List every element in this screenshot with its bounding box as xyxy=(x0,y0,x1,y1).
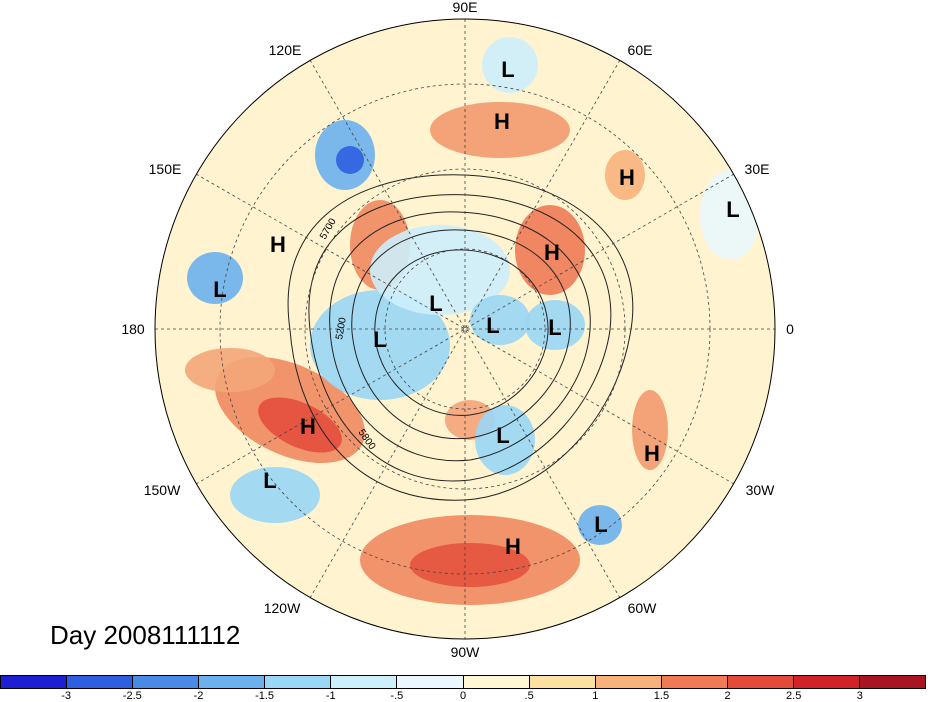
colorbar-tick-label: .5 xyxy=(524,690,534,702)
pressure-system-label: L xyxy=(501,57,515,82)
colorbar-segment xyxy=(529,676,596,688)
colorbar-segment xyxy=(67,676,134,688)
pressure-system-label: H xyxy=(619,165,635,190)
colorbar-segment xyxy=(595,676,662,688)
colorbar-tick-label: 2.5 xyxy=(786,690,802,702)
colorbar-segment xyxy=(661,676,728,688)
colorbar-tick-label: 3 xyxy=(856,690,863,702)
longitude-label-30e: 30E xyxy=(744,161,770,177)
longitude-label-60w: 60W xyxy=(627,600,657,616)
date-label: Day 2008111112 xyxy=(50,620,241,650)
map-border xyxy=(154,18,776,640)
pressure-system-label: H xyxy=(544,240,560,265)
colorbar-segment xyxy=(133,676,200,688)
pressure-system-label: H xyxy=(270,232,286,257)
longitude-label-180: 180 xyxy=(121,321,145,337)
pressure-system-label: H xyxy=(300,414,316,439)
colorbar-segment xyxy=(1,676,68,688)
longitude-label-120w: 120W xyxy=(263,600,301,616)
colorbar-tick-label: 2 xyxy=(724,690,731,702)
graticule xyxy=(155,19,775,639)
longitude-label-90e: 90E xyxy=(452,0,478,15)
longitude-label-150e: 150E xyxy=(148,161,182,177)
pressure-system-label: L xyxy=(429,291,443,316)
longitude-label-60e: 60E xyxy=(627,42,653,58)
pressure-system-label: L xyxy=(213,277,227,302)
colorbar-segment xyxy=(265,676,332,688)
pressure-system-label: L xyxy=(496,423,510,448)
pressure-system-label: L xyxy=(263,468,277,493)
pressure-system-label: L xyxy=(726,197,740,222)
colorbar-tick-label: -.5 xyxy=(390,690,404,702)
colorbar xyxy=(0,675,926,689)
pressure-system-label: H xyxy=(494,109,510,134)
colorbar-segment xyxy=(860,676,926,688)
colorbar-tick-label: -3 xyxy=(61,690,72,702)
colorbar-segment xyxy=(463,676,530,688)
colorbar-segment xyxy=(727,676,794,688)
colorbar-segment xyxy=(397,676,464,688)
colorbar-tick-label: 1.5 xyxy=(653,690,670,702)
pressure-system-label: L xyxy=(548,315,562,340)
pressure-system-label: H xyxy=(505,534,521,559)
colorbar-segment xyxy=(199,676,266,688)
colorbar-segment xyxy=(793,676,861,688)
colorbar-tick-label: -2 xyxy=(193,690,204,702)
longitude-label-150w: 150W xyxy=(143,482,181,498)
longitude-label-90w: 90W xyxy=(450,644,480,660)
colorbar-tick-label: 0 xyxy=(459,690,467,702)
pressure-system-label: L xyxy=(373,327,387,352)
anomaly-field xyxy=(185,37,760,605)
contour-label: 5200 xyxy=(334,316,349,340)
colorbar-tick-label: -1 xyxy=(325,690,336,702)
height-contours xyxy=(287,174,634,501)
longitude-label-30w: 30W xyxy=(745,482,775,498)
colorbar-tick-label: 1 xyxy=(592,690,599,702)
pressure-system-label: H xyxy=(644,441,660,466)
colorbar-tick-label: -1.5 xyxy=(255,690,275,702)
colorbar-tick-label: -2.5 xyxy=(122,690,142,702)
pressure-system-label: L xyxy=(486,313,500,338)
longitude-label-120e: 120E xyxy=(268,42,302,58)
longitude-label-0: 0 xyxy=(786,321,794,337)
colorbar-segment xyxy=(331,676,398,688)
pressure-system-label: L xyxy=(594,512,608,537)
